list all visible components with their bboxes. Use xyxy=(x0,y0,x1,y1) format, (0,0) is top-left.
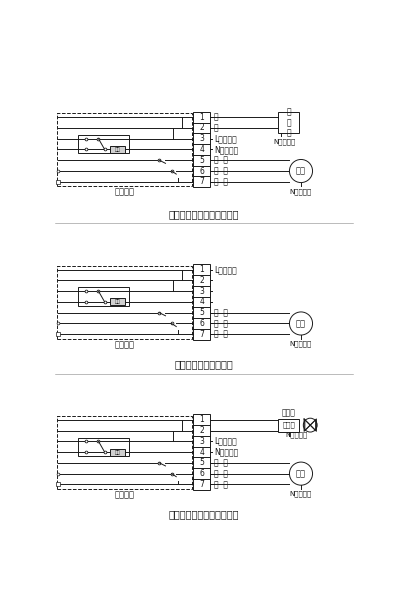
Bar xyxy=(110,146,125,153)
Text: 关: 关 xyxy=(214,124,219,132)
Text: 6: 6 xyxy=(199,469,204,478)
Text: N（零线）: N（零线） xyxy=(214,447,238,457)
Text: 风机: 风机 xyxy=(296,469,306,478)
Text: 高  速: 高 速 xyxy=(214,156,228,165)
Text: 内部线路: 内部线路 xyxy=(114,491,134,499)
Text: 4: 4 xyxy=(199,145,204,154)
Text: N（零线）: N（零线） xyxy=(274,138,296,145)
Text: 3: 3 xyxy=(199,437,204,446)
Bar xyxy=(110,449,125,456)
Text: 开: 开 xyxy=(214,113,219,122)
Text: 3: 3 xyxy=(199,134,204,143)
Text: 冷／暖二管制三线阀接线图: 冷／暖二管制三线阀接线图 xyxy=(169,209,239,219)
Text: 1: 1 xyxy=(199,265,204,274)
Text: L（相线）: L（相线） xyxy=(214,134,237,143)
Text: 风机: 风机 xyxy=(296,319,306,328)
Text: N（零线）: N（零线） xyxy=(285,431,308,438)
Text: 7: 7 xyxy=(199,177,204,186)
Circle shape xyxy=(303,418,317,432)
Text: 6: 6 xyxy=(199,167,204,176)
Circle shape xyxy=(289,462,312,485)
Text: L（相线）: L（相线） xyxy=(214,437,237,446)
Text: 电
动
阀: 电 动 阀 xyxy=(287,108,291,138)
Text: 高  速: 高 速 xyxy=(214,459,228,467)
Text: 温显: 温显 xyxy=(115,300,121,304)
Text: 中  速: 中 速 xyxy=(214,167,228,176)
Bar xyxy=(193,112,210,187)
Bar xyxy=(57,113,192,186)
Text: 6: 6 xyxy=(199,319,204,328)
Text: 4: 4 xyxy=(199,447,204,457)
Text: 冷／暖二管制二线阀接线图: 冷／暖二管制二线阀接线图 xyxy=(169,509,239,519)
Text: 低  速: 低 速 xyxy=(214,330,228,339)
Text: 中  速: 中 速 xyxy=(214,319,228,328)
Text: 7: 7 xyxy=(199,330,204,339)
Text: 电动阀: 电动阀 xyxy=(282,422,295,428)
Text: 温显: 温显 xyxy=(115,147,121,152)
Circle shape xyxy=(289,160,312,183)
Bar xyxy=(78,135,129,153)
Text: 内部线路: 内部线路 xyxy=(114,188,134,197)
Text: 低  速: 低 速 xyxy=(214,177,228,186)
Bar xyxy=(193,264,210,340)
Bar xyxy=(278,112,299,134)
Text: 低  速: 低 速 xyxy=(214,480,228,489)
Text: 热／冷: 热／冷 xyxy=(282,408,296,417)
Text: 5: 5 xyxy=(199,156,204,165)
Bar xyxy=(193,414,210,490)
Text: 2: 2 xyxy=(199,426,204,435)
Text: N（零线）: N（零线） xyxy=(214,145,238,154)
Text: L（相线）: L（相线） xyxy=(214,265,237,274)
Text: 1: 1 xyxy=(199,113,204,122)
Bar xyxy=(57,266,192,339)
Bar xyxy=(78,287,129,306)
Text: 4: 4 xyxy=(199,297,204,306)
Text: N（零线）: N（零线） xyxy=(290,491,312,497)
Text: 2: 2 xyxy=(199,124,204,132)
Text: N（零线）: N（零线） xyxy=(290,188,312,194)
Text: N（零线）: N（零线） xyxy=(290,340,312,347)
Text: 温显: 温显 xyxy=(115,450,121,454)
Text: 中  速: 中 速 xyxy=(214,469,228,478)
Text: 单风机盘管控制接线图: 单风机盘管控制接线图 xyxy=(175,359,233,369)
Text: 7: 7 xyxy=(199,480,204,489)
Bar xyxy=(78,437,129,456)
Text: 3: 3 xyxy=(199,287,204,296)
Text: 风机: 风机 xyxy=(296,167,306,176)
Bar xyxy=(110,298,125,306)
Circle shape xyxy=(289,312,312,335)
Bar xyxy=(278,418,299,431)
Text: 内部线路: 内部线路 xyxy=(114,340,134,349)
Text: 1: 1 xyxy=(199,415,204,424)
Text: 5: 5 xyxy=(199,308,204,317)
Text: 2: 2 xyxy=(199,276,204,285)
Text: 高  速: 高 速 xyxy=(214,308,228,317)
Text: 5: 5 xyxy=(199,459,204,467)
Bar xyxy=(57,416,192,489)
